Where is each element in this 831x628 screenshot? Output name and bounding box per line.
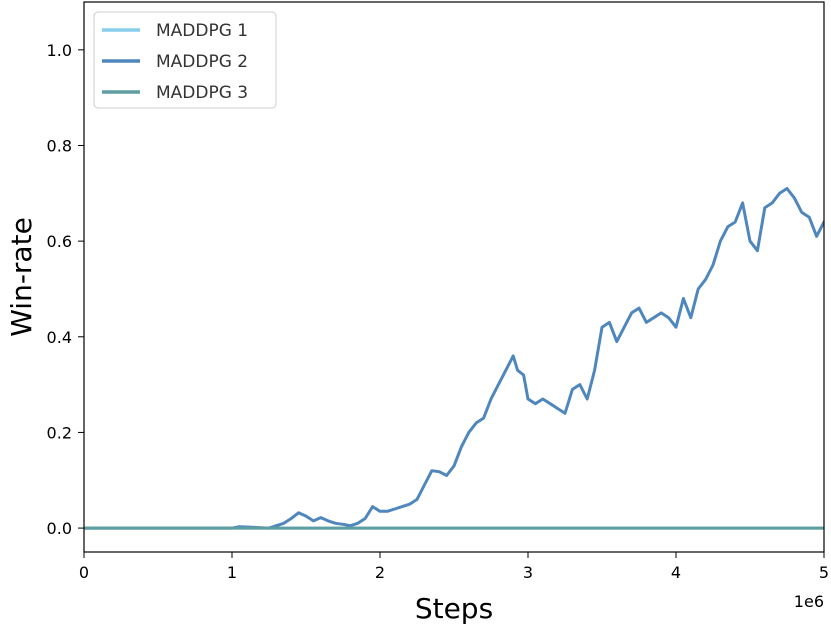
x-ticks: 0 1 2 3 4 5 <box>79 552 829 582</box>
x-tick-label: 0 <box>79 563 89 582</box>
legend: MADDPG 1 MADDPG 2 MADDPG 3 <box>93 11 277 109</box>
y-tick-label: 0.4 <box>47 328 72 347</box>
y-tick-label: 1.0 <box>47 41 72 60</box>
legend-label: MADDPG 3 <box>156 83 248 103</box>
x-tick-label: 5 <box>819 563 829 582</box>
y-tick-label: 0.8 <box>47 136 72 155</box>
x-tick-label: 2 <box>375 563 385 582</box>
axes-frame <box>83 1 825 553</box>
x-axis-title: Steps <box>415 592 493 625</box>
x-tick-label: 3 <box>523 563 533 582</box>
y-ticks: 0.0 0.2 0.4 0.6 0.8 1.0 <box>47 41 84 538</box>
x-axis-offset-label: 1e6 <box>794 592 824 611</box>
legend-box <box>93 11 277 109</box>
x-tick-label: 1 <box>227 563 237 582</box>
series-line-2 <box>84 187 824 530</box>
y-axis-title: Win-rate <box>5 217 38 337</box>
x-tick-label: 4 <box>671 563 681 582</box>
y-tick-label: 0.6 <box>47 232 72 251</box>
legend-label: MADDPG 2 <box>156 52 248 72</box>
legend-label: MADDPG 1 <box>156 21 248 41</box>
y-tick-label: 0.0 <box>47 519 72 538</box>
y-tick-label: 0.2 <box>47 423 72 442</box>
series-layer <box>84 187 824 530</box>
